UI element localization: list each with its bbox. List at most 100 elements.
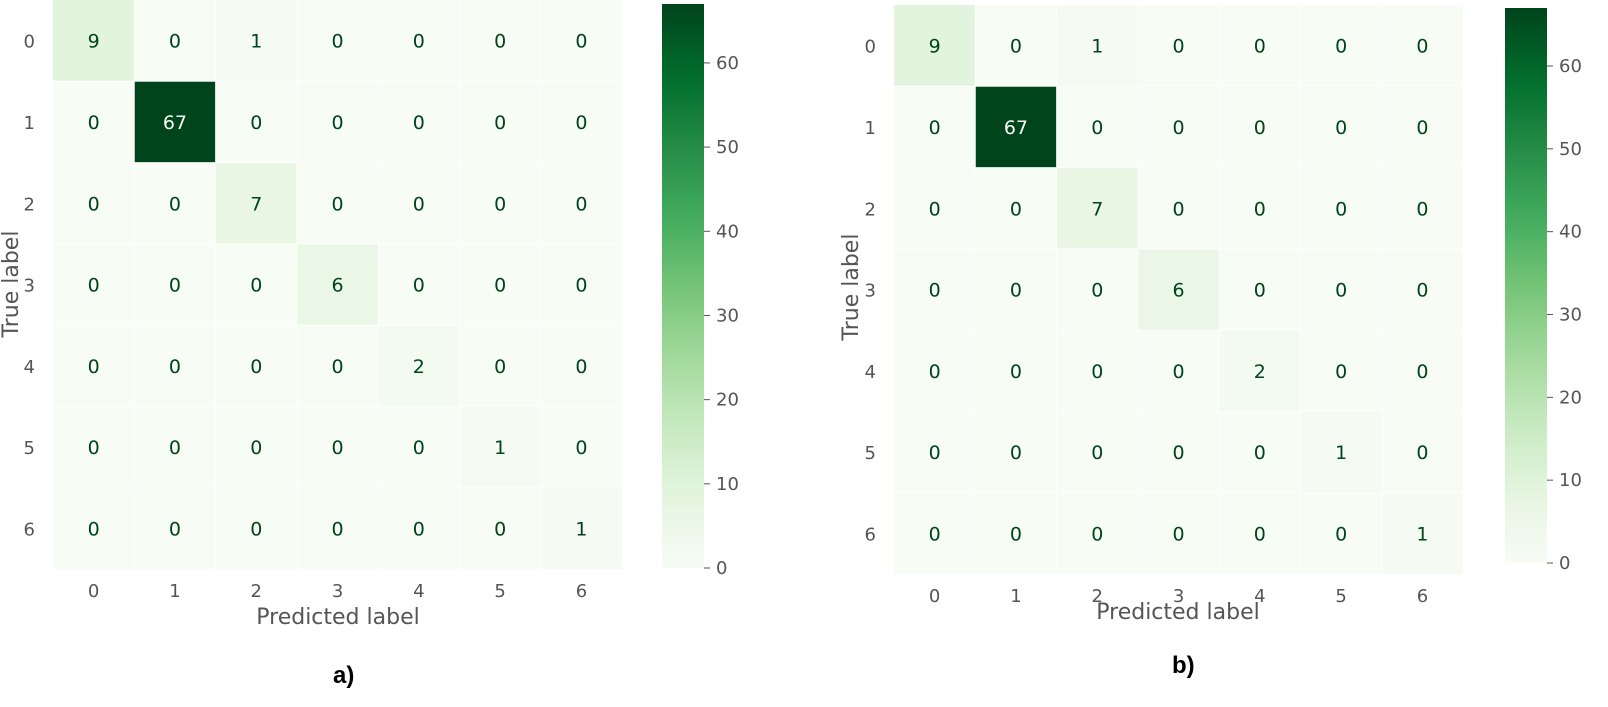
cell-value-label: 0 [1416, 280, 1428, 302]
y-axis-label: True label [0, 231, 24, 339]
heatmap-cell [215, 487, 297, 570]
cell-value-label: 0 [1173, 117, 1185, 139]
heatmap-cell [1300, 492, 1382, 575]
heatmap-cell [53, 487, 135, 570]
colorbar-tick-label: 0 [1559, 553, 1570, 574]
heatmap-cell [459, 487, 541, 570]
heatmap-cell [53, 162, 135, 244]
cell-value-label: 0 [1173, 198, 1185, 220]
heatmap-cell [540, 406, 623, 488]
x-axis-label: Predicted label [256, 605, 419, 630]
heatmap-cell [215, 81, 297, 163]
cell-value-label: 0 [929, 523, 941, 545]
confusion-matrix-panel-a: 9 0 1 0 0 0 00 67 0 0 0 0 00 0 7 0 0 0 00 0 0 6 0 0 00 0 0 0 2 0 00 0 0 0… [0, 0, 739, 630]
heatmap-cell [1056, 86, 1138, 168]
heatmap-cell [459, 243, 541, 326]
heatmap-cell [215, 325, 297, 407]
heatmap-cell [975, 411, 1057, 493]
heatmap-cell [1300, 330, 1382, 412]
heatmap-cell [540, 325, 623, 407]
heatmap-cell [134, 325, 216, 407]
heatmap-cell [134, 243, 216, 326]
confusion-matrix-panel-b: 9 0 1 0 0 0 00 67 0 0 0 0 00 0 7 0 0 0 00 0 0 6 0 0 00 0 0 0 2 0 00 0 0 0… [839, 5, 1582, 625]
y-tick-label: 3 [24, 276, 35, 297]
cell-value-label: 1 [1416, 523, 1428, 545]
cell-value-label: 0 [1416, 361, 1428, 383]
cell-value-label: 0 [169, 31, 181, 53]
colorbar-tick-label: 30 [1559, 304, 1582, 325]
colorbar-tick-label: 10 [716, 474, 739, 495]
cell-value-label: 0 [413, 437, 425, 459]
heatmap-cell [378, 81, 460, 163]
x-tick-label: 5 [1335, 586, 1346, 607]
cell-value-label: 0 [88, 356, 100, 378]
x-tick-label: 1 [1010, 586, 1021, 607]
cell-value-label: 7 [1091, 198, 1103, 220]
heatmap-cell [215, 162, 297, 244]
heatmap-cell [540, 0, 623, 82]
cell-value-label: 0 [1254, 280, 1266, 302]
cell-value-label: 1 [1091, 36, 1103, 58]
cell-value-label: 0 [1010, 442, 1022, 464]
heatmap-cell [1300, 167, 1382, 249]
heatmap-cell [296, 81, 379, 163]
cell-value-label: 0 [1173, 523, 1185, 545]
heatmap-cell [1219, 5, 1301, 87]
y-tick-label: 2 [865, 199, 876, 220]
y-tick-label: 4 [865, 362, 876, 383]
heatmap-cell [53, 81, 135, 163]
colorbar [662, 4, 704, 568]
cell-value-label: 9 [88, 31, 100, 53]
y-tick-label: 2 [24, 194, 35, 215]
heatmap-cell [53, 243, 135, 326]
cell-value-label: 2 [413, 356, 425, 378]
cell-value-label: 0 [88, 518, 100, 540]
heatmap-cell [53, 325, 135, 407]
heatmap-cell [540, 487, 623, 570]
heatmap-cell [134, 0, 216, 82]
y-tick-label: 1 [865, 118, 876, 139]
cell-value-label: 0 [929, 361, 941, 383]
cell-value-label: 0 [413, 112, 425, 134]
cell-value-label: 0 [413, 275, 425, 297]
heatmap-cell [1300, 411, 1382, 493]
heatmap-cell [215, 0, 297, 82]
y-tick-label: 3 [865, 281, 876, 302]
heatmap-cell [1219, 411, 1301, 493]
y-tick-label: 4 [24, 357, 35, 378]
heatmap-cell [134, 487, 216, 570]
x-tick-label: 6 [1417, 586, 1428, 607]
cell-value-label: 0 [1091, 361, 1103, 383]
cell-value-label: 0 [1335, 117, 1347, 139]
cell-value-label: 0 [1010, 280, 1022, 302]
cell-value-label: 0 [494, 356, 506, 378]
heatmap-cell [1300, 86, 1382, 168]
cell-value-label: 0 [1335, 361, 1347, 383]
heatmap-cell [459, 81, 541, 163]
cell-value-label: 0 [1091, 280, 1103, 302]
cell-value-label: 0 [575, 356, 587, 378]
heatmap-cell [378, 0, 460, 82]
heatmap-cell [378, 406, 460, 488]
heatmap-cell [1219, 167, 1301, 249]
cell-value-label: 0 [1173, 361, 1185, 383]
cell-value-label: 0 [1254, 36, 1266, 58]
x-tick-label: 3 [1173, 586, 1184, 607]
cell-value-label: 0 [575, 437, 587, 459]
heatmap-cell [975, 330, 1057, 412]
cell-value-label: 0 [413, 518, 425, 540]
y-axis-label: True label [839, 234, 864, 342]
cell-value-label: 1 [575, 518, 587, 540]
colorbar [1505, 8, 1547, 563]
heatmap-cell [1381, 86, 1464, 168]
x-tick-label: 3 [332, 581, 343, 602]
cell-value-label: 0 [1091, 442, 1103, 464]
heatmap-cell [53, 406, 135, 488]
colorbar-tick-label: 60 [716, 53, 739, 74]
y-tick-label: 6 [865, 524, 876, 545]
cell-value-label: 0 [929, 117, 941, 139]
cell-value-label: 67 [1004, 117, 1028, 139]
cell-value-label: 0 [332, 437, 344, 459]
cell-value-label: 0 [1010, 36, 1022, 58]
heatmap-cell [1056, 411, 1138, 493]
